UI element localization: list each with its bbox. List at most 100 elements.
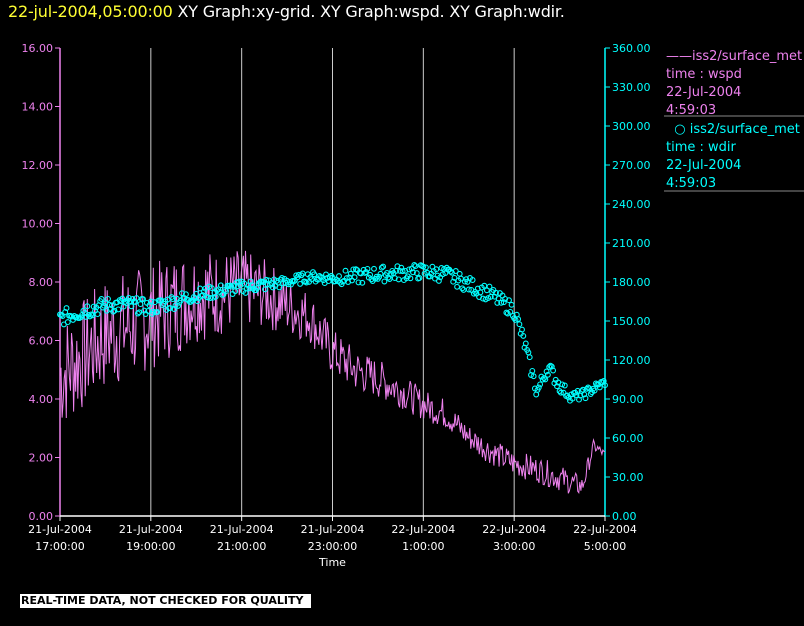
y-left-tick-label: 6.00 xyxy=(29,335,54,348)
y-right-tick-label: 120.00 xyxy=(612,354,651,367)
series-wdir-point xyxy=(530,373,537,380)
series-wdir-point xyxy=(569,395,576,402)
series-wdir-point xyxy=(146,302,153,309)
series-wdir-point xyxy=(574,387,581,394)
series-wdir-point xyxy=(500,299,507,306)
legend-time: 4:59:03 xyxy=(666,176,717,191)
series-wdir-point xyxy=(474,285,481,292)
y-left-tick-label: 14.00 xyxy=(22,101,54,114)
series-wdir-point xyxy=(247,278,254,285)
y-right-tick-label: 30.00 xyxy=(612,471,644,484)
series-wdir-point xyxy=(136,309,143,316)
series-wdir-point xyxy=(516,321,523,328)
series-wdir-point xyxy=(537,381,544,388)
series-wdir-point xyxy=(526,354,533,361)
series-wdir-point xyxy=(172,302,179,309)
series-wdir-point xyxy=(94,311,101,318)
series-wdir-point xyxy=(140,296,146,303)
y-right-tick-label: 240.00 xyxy=(612,198,651,211)
x-tick-date: 22-Jul-2004 xyxy=(573,523,637,536)
series-wdir-point xyxy=(264,281,271,288)
series-wdir-point xyxy=(290,278,297,285)
series-wdir-point xyxy=(454,283,461,290)
series-wdir-point xyxy=(154,309,161,316)
series-wdir-point xyxy=(217,282,224,289)
series-wdir-point xyxy=(543,368,550,375)
series-wdir-point xyxy=(381,278,388,285)
series-wdir-point xyxy=(141,307,148,314)
series-wdir-point xyxy=(433,266,440,273)
series-wdir-point xyxy=(193,290,200,297)
series-wdir-point xyxy=(347,270,354,277)
y-right-tick-label: 180.00 xyxy=(612,276,651,289)
series-wdir-point xyxy=(64,319,71,326)
series-wdir-point xyxy=(169,296,176,302)
series-wdir-point xyxy=(508,301,515,308)
series-wdir-point xyxy=(387,270,394,277)
series-wdir-point xyxy=(243,285,250,292)
series-wdir-point xyxy=(596,384,603,391)
series-wdir-point xyxy=(137,301,144,308)
series-wdir-point xyxy=(583,385,590,392)
series-wdir-point xyxy=(167,305,174,312)
series-wdir-point xyxy=(212,293,219,300)
series-wdir-point xyxy=(420,263,427,270)
series-wdir-point xyxy=(89,312,96,319)
series-wdir-point xyxy=(63,305,70,312)
series-wdir-point xyxy=(359,279,366,286)
series-wdir-point xyxy=(221,287,228,293)
series-wdir-point xyxy=(134,310,141,317)
series-wdir-point xyxy=(128,303,135,310)
x-tick-time: 1:00:00 xyxy=(402,540,444,553)
x-tick-time: 17:00:00 xyxy=(35,540,84,553)
series-wdir-point xyxy=(459,285,466,292)
series-wdir-point xyxy=(506,297,512,304)
legend-entry-wdir: ○ iss2/surface_met time : wdir 22-Jul-20… xyxy=(666,121,800,193)
series-wdir-point xyxy=(522,340,529,347)
series-wdir-point xyxy=(311,271,318,278)
series-wdir-point xyxy=(412,263,419,270)
series-wdir-point xyxy=(542,376,549,383)
x-tick-date: 21-Jul-2004 xyxy=(28,523,92,536)
series-wdir-point xyxy=(469,277,476,283)
series-wdir-point xyxy=(406,266,413,273)
series-wdir-point xyxy=(539,376,546,383)
series-wdir-point xyxy=(512,316,519,323)
series-wdir-point xyxy=(363,269,370,276)
series-wdir-point xyxy=(410,269,416,276)
series-wdir-point xyxy=(175,302,182,309)
series-wdir-point xyxy=(426,273,433,280)
series-wdir-point xyxy=(519,326,525,333)
series-wdir-point xyxy=(456,270,463,277)
series-wdir-point xyxy=(520,332,527,339)
series-wdir-point xyxy=(602,382,608,389)
y-left-tick-label: 8.00 xyxy=(29,276,54,289)
y-left-tick-label: 2.00 xyxy=(29,452,54,465)
legend-circle-icon: ○ xyxy=(666,122,690,137)
series-wdir-point xyxy=(110,308,117,315)
series-wdir-point xyxy=(376,273,383,280)
series-wdir-point xyxy=(73,314,80,321)
series-wdir-point xyxy=(159,302,166,309)
series-wdir-point xyxy=(232,288,239,295)
x-tick-date: 22-Jul-2004 xyxy=(391,523,455,536)
x-tick-time: 5:00:00 xyxy=(584,540,626,553)
y-right-tick-label: 90.00 xyxy=(612,393,644,406)
series-wdir-point xyxy=(115,306,122,313)
legend-time: 4:59:03 xyxy=(666,103,717,118)
legend-date: 22-Jul-2004 xyxy=(666,158,742,173)
series-wdir-point xyxy=(451,274,458,281)
y-left-tick-label: 0.00 xyxy=(29,510,54,523)
series-wdir-point xyxy=(452,268,459,274)
series-wdir-point xyxy=(188,298,195,305)
y-right-tick-label: 330.00 xyxy=(612,81,651,94)
chart-title: 22-jul-2004,05:00:00 XY Graph:xy-grid. X… xyxy=(8,2,565,21)
series-wdir-point xyxy=(535,384,542,391)
series-wdir-point xyxy=(59,313,66,319)
series-wdir-point xyxy=(380,263,387,270)
legend-series-name: iss2/surface_met xyxy=(689,122,800,137)
series-wdir-point xyxy=(182,291,189,298)
legend-variable: time : wspd xyxy=(666,67,742,82)
x-tick-time: 21:00:00 xyxy=(217,540,266,553)
quality-watermark: REAL-TIME DATA, NOT CHECKED FOR QUALITY xyxy=(20,594,311,608)
